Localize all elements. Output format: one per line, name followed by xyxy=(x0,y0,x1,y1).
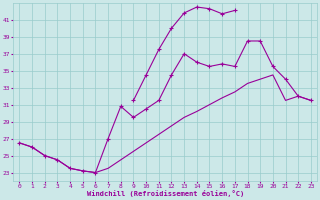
X-axis label: Windchill (Refroidissement éolien,°C): Windchill (Refroidissement éolien,°C) xyxy=(86,190,244,197)
